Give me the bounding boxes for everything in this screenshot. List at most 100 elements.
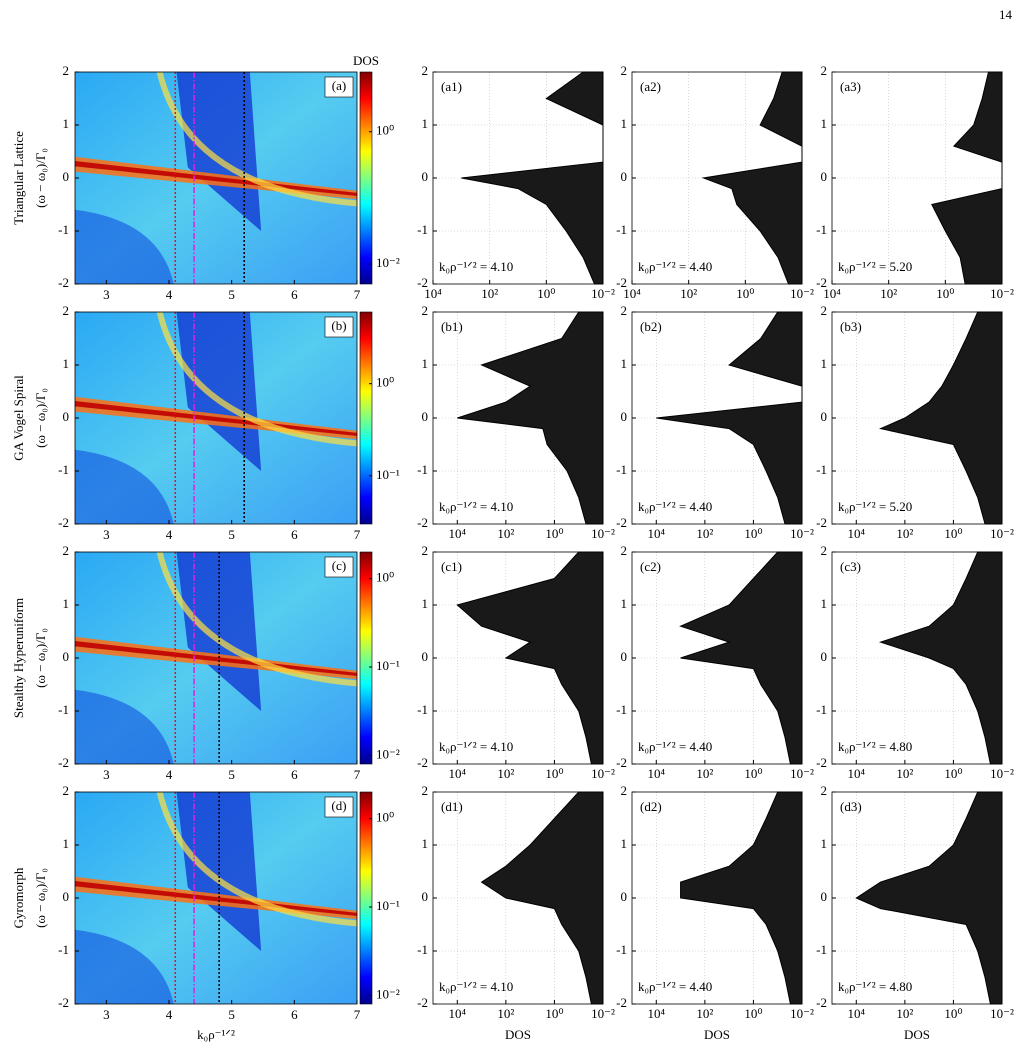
x-tick-label: 10² [696, 766, 713, 781]
panel-label: (d3) [840, 799, 862, 814]
dos-curve [656, 311, 803, 525]
colorbar [359, 551, 373, 765]
y-tick-label: 1 [422, 356, 429, 371]
y-axis-label: Gyromorph [11, 867, 26, 928]
annotation: k₀ρ⁻¹ᐟ² = 4.40 [638, 979, 712, 994]
x-tick-label: 10⁰ [744, 766, 762, 781]
y-tick-label: 0 [63, 649, 70, 664]
y-tick-label: 0 [821, 409, 828, 424]
dos-curve [461, 71, 604, 285]
x-tick-label: 10⁻² [591, 766, 615, 781]
x-tick-label: 10⁴ [648, 766, 666, 781]
y-tick-label: 2 [621, 63, 628, 78]
x-tick-label: 3 [103, 767, 110, 782]
y-tick-label: 1 [422, 116, 429, 131]
x-axis-label: DOS [704, 1027, 730, 1042]
y-tick-label: -1 [417, 462, 428, 477]
x-tick-label: 10⁰ [545, 526, 563, 541]
y-tick-label: 0 [422, 889, 429, 904]
annotation: k₀ρ⁻¹ᐟ² = 4.40 [638, 259, 712, 274]
y-tick-label: -1 [616, 462, 627, 477]
x-tick-label: 10⁴ [648, 526, 666, 541]
x-tick-label: 10² [696, 526, 713, 541]
y-tick-label: 2 [821, 63, 828, 78]
x-tick-label: 3 [103, 1007, 110, 1022]
x-tick-label: 10⁰ [744, 1006, 762, 1021]
heatmap-band-core [75, 161, 357, 197]
heatmap-low [75, 209, 174, 284]
panel-label: (c1) [441, 559, 462, 574]
x-tick-label: 10⁻² [990, 1006, 1014, 1021]
dos-curve [680, 791, 803, 1005]
x-tick-label: 10⁰ [545, 766, 563, 781]
x-tick-label: 4 [166, 1007, 173, 1022]
y-tick-label: -2 [58, 995, 69, 1010]
x-tick-label: 10⁻² [790, 766, 814, 781]
y-tick-label: -2 [417, 995, 428, 1010]
y-tick-label: -2 [616, 755, 627, 770]
y-tick-label: -2 [58, 515, 69, 530]
x-tick-label: 10⁰ [537, 286, 555, 301]
x-tick-label: 10⁻² [591, 286, 615, 301]
x-tick-label: 10² [481, 286, 498, 301]
y-tick-label: -1 [58, 942, 69, 957]
y-axis-label: (ω − ω₀)/Γ₀ [33, 148, 48, 208]
x-tick-label: 10⁻² [790, 286, 814, 301]
y-tick-label: -2 [816, 515, 827, 530]
x-tick-label: 7 [354, 1007, 361, 1022]
panel-label: (c2) [640, 559, 661, 574]
x-tick-label: 5 [228, 1007, 235, 1022]
y-tick-label: -2 [616, 275, 627, 290]
annotation: k₀ρ⁻¹ᐟ² = 4.10 [439, 979, 513, 994]
y-tick-label: -2 [58, 275, 69, 290]
x-tick-label: 4 [166, 287, 173, 302]
y-tick-label: 1 [63, 116, 70, 131]
y-tick-label: -1 [417, 942, 428, 957]
dos-curve [679, 551, 803, 765]
y-tick-label: 1 [63, 356, 70, 371]
y-tick-label: 0 [821, 169, 828, 184]
y-tick-label: 2 [422, 63, 429, 78]
colorbar-tick-label: 10⁻² [376, 255, 400, 270]
panel-label-box [324, 76, 354, 98]
y-tick-label: 1 [63, 836, 70, 851]
y-axis-label: (ω − ω₀)/Γ₀ [33, 628, 48, 688]
x-tick-label: 10⁰ [944, 766, 962, 781]
annotation: k₀ρ⁻¹ᐟ² = 5.20 [838, 259, 912, 274]
panel-label-box [324, 556, 354, 578]
y-tick-label: 2 [821, 543, 828, 558]
heatmap-dark-region [176, 312, 262, 471]
y-tick-label: 1 [621, 356, 628, 371]
dos-curve [855, 791, 1003, 1005]
dos-curve [878, 551, 1003, 765]
annotation: k₀ρ⁻¹ᐟ² = 4.80 [838, 739, 912, 754]
y-tick-label: -1 [58, 222, 69, 237]
y-tick-label: -1 [816, 222, 827, 237]
y-tick-label: -2 [58, 755, 69, 770]
y-tick-label: 0 [422, 649, 429, 664]
x-tick-label: 10² [880, 286, 897, 301]
colorbar-tick-label: 10⁻¹ [376, 898, 400, 913]
panel-label: (d2) [640, 799, 662, 814]
y-tick-label: 2 [63, 543, 70, 558]
heatmap-curve [156, 312, 357, 447]
y-tick-label: 1 [821, 596, 828, 611]
page-number: 14 [999, 7, 1013, 22]
heatmap [75, 312, 357, 524]
x-tick-label: 6 [291, 287, 298, 302]
y-tick-label: -1 [816, 462, 827, 477]
panel-label: (d) [331, 798, 346, 813]
x-tick-label: 10² [896, 1006, 913, 1021]
y-tick-label: 2 [422, 543, 429, 558]
y-tick-label: 2 [821, 783, 828, 798]
annotation: k₀ρ⁻¹ᐟ² = 5.20 [838, 499, 912, 514]
y-tick-label: 0 [621, 649, 628, 664]
x-tick-label: 10⁰ [545, 1006, 563, 1021]
y-tick-label: -1 [417, 702, 428, 717]
colorbar [359, 71, 373, 285]
panel-label: (c) [332, 558, 346, 573]
y-tick-label: 0 [621, 889, 628, 904]
y-tick-label: 1 [821, 836, 828, 851]
x-tick-label: 3 [103, 527, 110, 542]
heatmap-low [75, 929, 174, 1004]
